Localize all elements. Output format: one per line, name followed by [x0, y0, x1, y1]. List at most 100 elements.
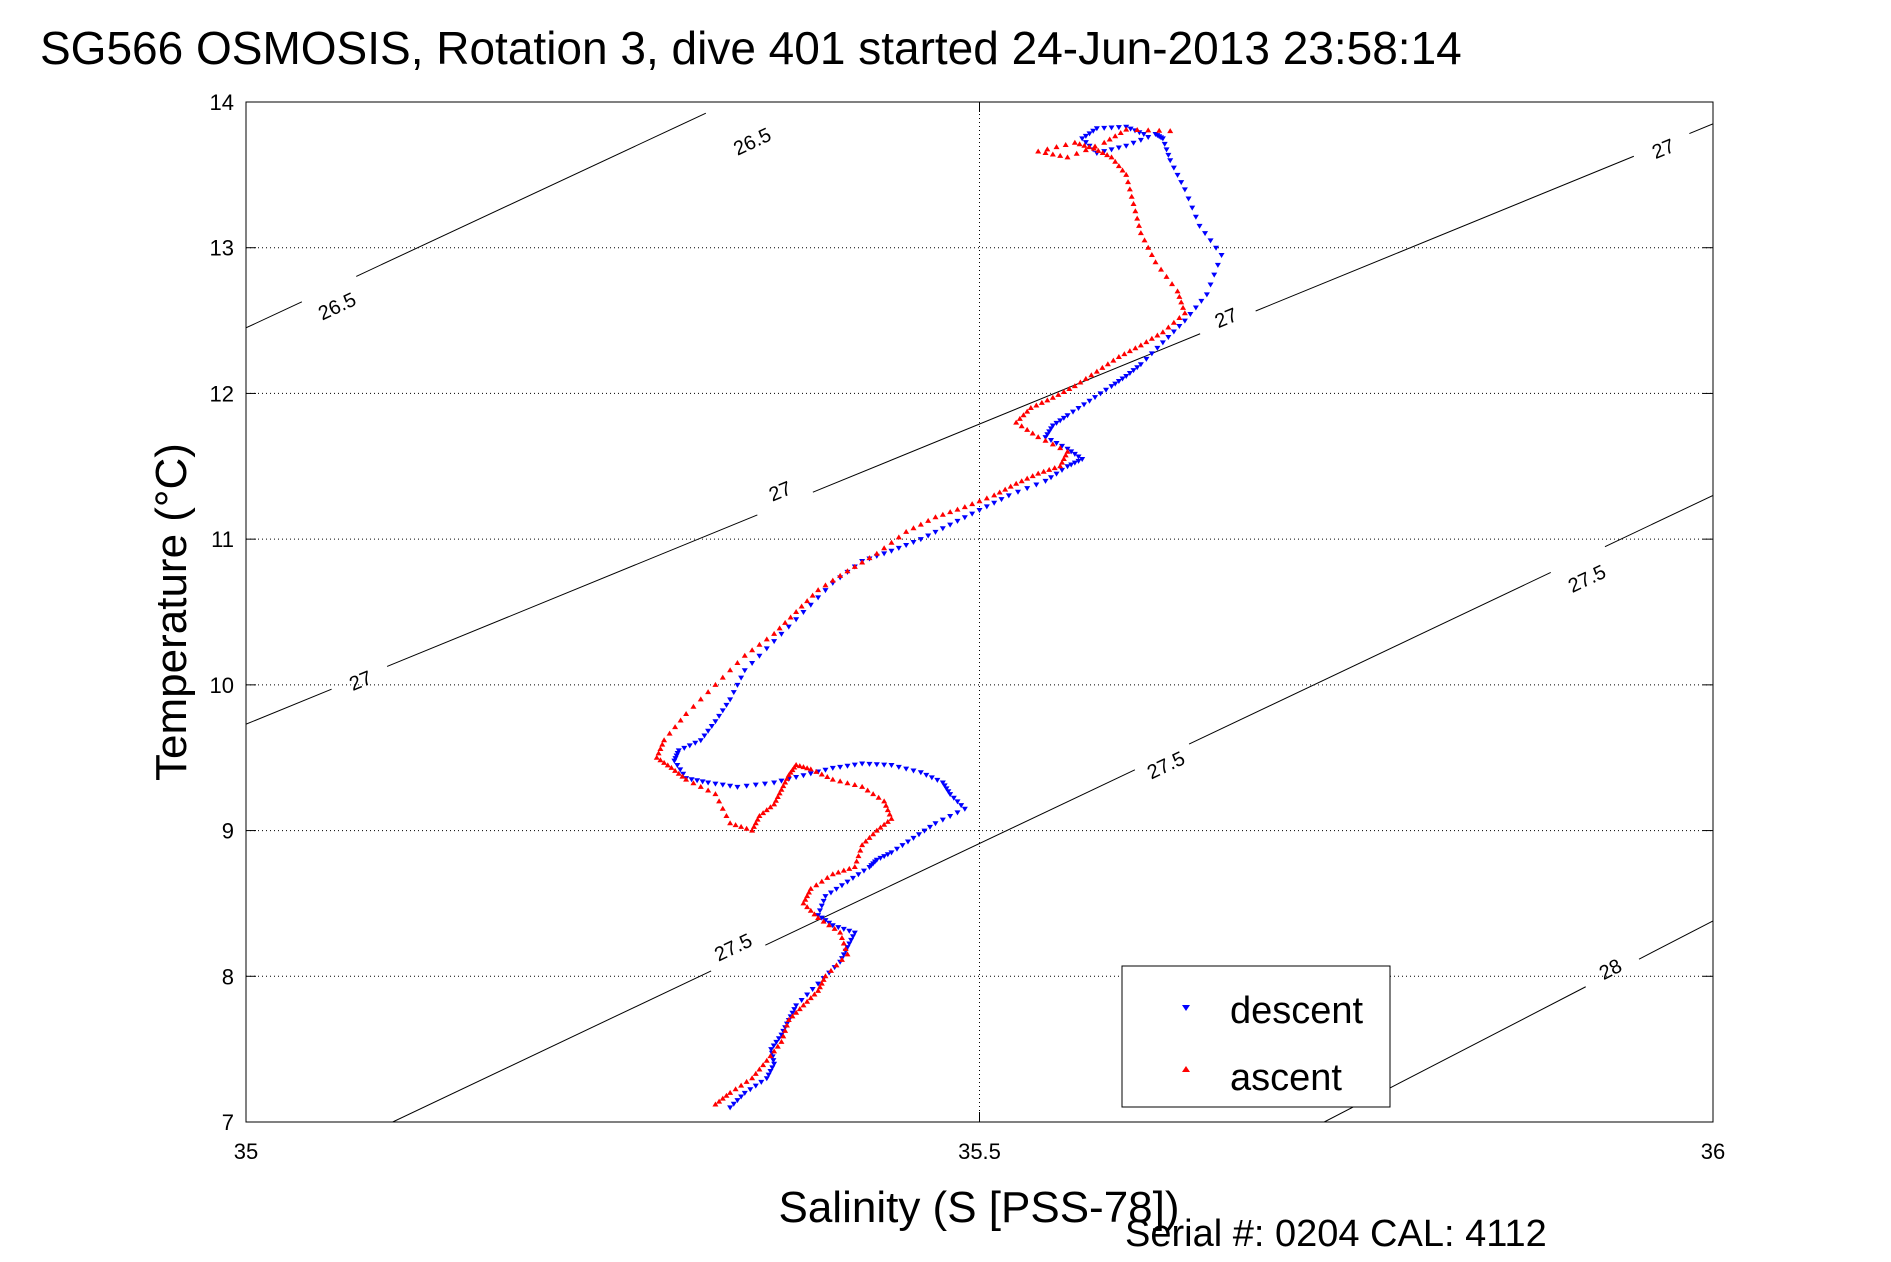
grid-lines: [246, 102, 1713, 1122]
ascent-point: [1002, 486, 1009, 492]
descent-point: [800, 773, 807, 779]
ascent-point: [838, 956, 845, 962]
ascent-point: [838, 935, 845, 941]
ascent-point: [778, 1038, 785, 1044]
ascent-point: [741, 652, 748, 658]
descent-point: [1154, 345, 1161, 351]
ascent-point: [1082, 375, 1089, 381]
ascent-point: [996, 489, 1003, 495]
descent-point: [1071, 451, 1078, 457]
ascent-point: [664, 762, 671, 768]
ascent-point: [939, 511, 946, 517]
descent-point: [1137, 137, 1144, 143]
ascent-point: [783, 775, 790, 781]
ascent-point: [804, 904, 811, 910]
data-points: [653, 124, 1225, 1111]
ascent-point: [727, 667, 734, 673]
ascent-point: [1024, 408, 1031, 414]
descent-point: [1165, 334, 1172, 340]
ascent-point: [1136, 222, 1143, 228]
ascent-point: [895, 534, 902, 540]
descent-point: [1057, 418, 1064, 424]
ascent-point: [1110, 357, 1117, 363]
descent-point: [1137, 362, 1144, 368]
chart-title: SG566 OSMOSIS, Rotation 3, dive 401 star…: [40, 22, 1462, 74]
ascent-point: [820, 918, 827, 924]
ascent-point: [697, 783, 704, 789]
ascent-point: [1106, 136, 1113, 142]
descent-point: [1053, 440, 1060, 446]
ascent-point: [844, 568, 851, 574]
ascent-point: [1165, 324, 1172, 330]
descent-point: [1181, 318, 1188, 324]
descent-point: [934, 777, 941, 783]
descent-point: [1163, 147, 1170, 153]
ascent-point: [661, 759, 668, 765]
descent-point: [727, 697, 734, 703]
ascent-point: [727, 1089, 734, 1095]
descent-point: [1005, 493, 1012, 499]
descent-point: [1092, 395, 1099, 401]
ascent-point: [1057, 463, 1064, 469]
ascent-point: [723, 1092, 730, 1098]
ascent-point: [925, 517, 932, 523]
ascent-point: [1086, 144, 1093, 150]
ascent-point: [947, 509, 954, 515]
ascent-point: [855, 853, 862, 859]
ascent-point: [837, 778, 844, 784]
ascent-point: [1143, 339, 1150, 345]
descent-point: [837, 764, 844, 770]
descent-point: [778, 1032, 785, 1038]
descent-point: [1165, 152, 1172, 158]
descent-point: [1090, 128, 1097, 134]
descent-point: [778, 631, 785, 637]
descent-point: [793, 617, 800, 623]
ascent-point: [1154, 332, 1161, 338]
ascent-point: [1163, 273, 1170, 279]
ascent-point: [655, 750, 662, 756]
ascent-point: [1104, 361, 1111, 367]
descent-point: [1152, 132, 1159, 138]
descent-point: [818, 915, 825, 921]
ascent-point: [1176, 315, 1183, 321]
ascent-point: [776, 790, 783, 796]
ascent-point: [1134, 127, 1141, 133]
ascent-point: [866, 834, 873, 840]
ascent-point: [873, 827, 880, 833]
ascent-point: [1060, 388, 1067, 394]
ascent-point: [932, 514, 939, 520]
descent-point: [903, 542, 910, 548]
descent-point: [947, 814, 954, 819]
ascent-point: [712, 1101, 719, 1107]
descent-point: [1108, 125, 1115, 131]
descent-point: [860, 868, 867, 874]
ascent-point: [776, 625, 783, 631]
ascent-point: [1024, 475, 1031, 481]
descent-point: [756, 653, 763, 659]
ascent-point: [1076, 141, 1083, 147]
ascent-point: [1121, 351, 1128, 357]
descent-point: [983, 504, 990, 510]
ascent-point: [1044, 397, 1051, 403]
ascent-point: [1170, 319, 1177, 325]
descent-point: [686, 743, 693, 749]
y-tick-label: 10: [210, 673, 234, 698]
ascent-point: [1128, 193, 1135, 199]
ascent-point: [1027, 405, 1034, 410]
serial-cal-footer: Serial #: 0204 CAL: 4112: [1125, 1213, 1547, 1255]
ascent-point: [1057, 445, 1064, 451]
x-tick-label: 36: [1701, 1139, 1725, 1164]
ascent-point: [800, 1002, 807, 1008]
descent-point: [895, 764, 902, 770]
ascent-point: [1123, 126, 1130, 132]
descent-point: [1086, 131, 1093, 137]
descent-point: [954, 799, 961, 805]
descent-point: [888, 548, 895, 554]
descent-point: [925, 533, 932, 539]
ascent-point: [672, 724, 679, 730]
descent-point: [730, 690, 737, 696]
descent-point: [1053, 471, 1060, 477]
ascent-point: [668, 764, 675, 770]
ascent-point: [1130, 201, 1137, 206]
descent-point: [844, 945, 851, 951]
